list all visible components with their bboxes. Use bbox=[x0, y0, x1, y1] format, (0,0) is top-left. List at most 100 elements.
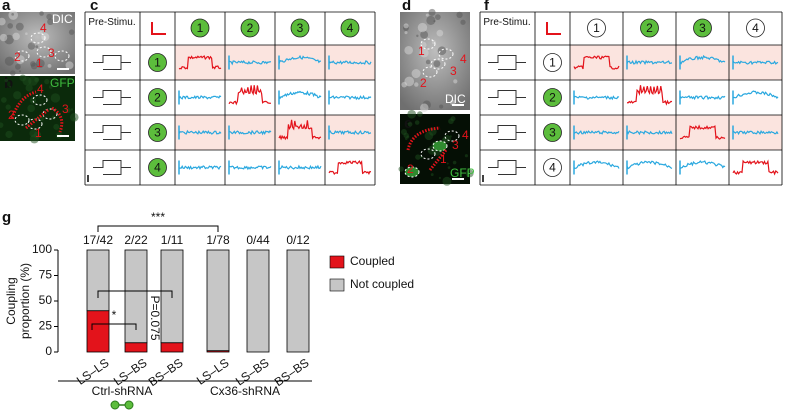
trace bbox=[573, 55, 620, 70]
texture bbox=[68, 29, 75, 35]
trace bbox=[278, 119, 322, 141]
cell-number: 4 bbox=[154, 161, 161, 175]
trace bbox=[328, 159, 372, 176]
texture bbox=[29, 97, 37, 104]
texture bbox=[15, 55, 25, 64]
cell-outline bbox=[42, 108, 58, 120]
bar-label: 2/22 bbox=[124, 233, 148, 247]
cell-number: 3 bbox=[48, 46, 55, 60]
trace bbox=[573, 130, 620, 135]
cell-number: 4 bbox=[752, 21, 759, 35]
scale-bar bbox=[546, 22, 561, 35]
cell-number: 2 bbox=[420, 76, 427, 90]
cell-number: 1 bbox=[549, 56, 556, 70]
trace bbox=[679, 54, 726, 65]
p-value: P=0.075 bbox=[148, 295, 162, 340]
panel-label: d bbox=[402, 0, 411, 14]
scale-bar bbox=[57, 135, 69, 137]
texture bbox=[5, 104, 11, 110]
cell-badge bbox=[148, 158, 167, 177]
cell-badge bbox=[148, 88, 167, 107]
panel-label: g bbox=[2, 209, 11, 226]
legend-label: Not coupled bbox=[350, 277, 414, 291]
texture bbox=[420, 30, 429, 39]
gfp-image bbox=[0, 76, 75, 141]
texture bbox=[406, 135, 410, 139]
trace bbox=[732, 159, 779, 176]
scale-bar bbox=[151, 22, 166, 35]
bracket bbox=[97, 290, 173, 298]
texture bbox=[414, 120, 420, 125]
texture bbox=[417, 111, 423, 117]
bar-segment bbox=[86, 249, 110, 312]
group-label: Ctrl-shRNA bbox=[92, 384, 153, 398]
icon bbox=[124, 400, 134, 410]
texture bbox=[426, 15, 436, 26]
texture bbox=[414, 82, 419, 87]
cell-outline bbox=[30, 32, 46, 44]
trace bbox=[278, 164, 322, 170]
cell-badge bbox=[148, 53, 167, 72]
cell-badge bbox=[290, 18, 310, 38]
texture bbox=[9, 85, 12, 88]
texture bbox=[428, 127, 437, 136]
scale-bar bbox=[452, 104, 464, 106]
stimulus bbox=[488, 90, 526, 105]
texture bbox=[0, 33, 8, 42]
stimulus bbox=[488, 125, 526, 140]
cell-outline bbox=[432, 140, 448, 152]
texture bbox=[439, 104, 444, 109]
cell-number: 3 bbox=[62, 102, 69, 116]
trace bbox=[679, 160, 726, 169]
texture bbox=[0, 17, 6, 26]
cell-number: 3 bbox=[450, 64, 457, 78]
table-header: Pre-Stimu. bbox=[483, 17, 530, 28]
bracket bbox=[97, 225, 219, 232]
texture bbox=[453, 79, 458, 84]
cell-number: 1 bbox=[440, 152, 447, 166]
texture bbox=[46, 13, 53, 20]
significance: *** bbox=[151, 210, 165, 224]
cell-badge bbox=[587, 18, 606, 38]
channel-label: GFP bbox=[450, 166, 475, 180]
texture bbox=[404, 31, 408, 35]
texture bbox=[18, 70, 22, 73]
cell-badge bbox=[543, 158, 562, 177]
processes bbox=[406, 126, 448, 171]
trace bbox=[278, 90, 322, 100]
texture bbox=[411, 68, 421, 79]
bar-label: 1/78 bbox=[206, 233, 230, 247]
cell-badge bbox=[340, 18, 360, 38]
texture bbox=[70, 108, 74, 111]
texture bbox=[465, 169, 474, 178]
cell-number: 3 bbox=[549, 126, 556, 140]
texture bbox=[25, 32, 28, 36]
cell-number: 1 bbox=[197, 21, 204, 35]
bar-segment bbox=[124, 249, 148, 344]
texture bbox=[425, 13, 429, 17]
cell-outline bbox=[420, 148, 436, 160]
table-header: Pre-Stimu. bbox=[88, 17, 135, 28]
trace bbox=[228, 60, 272, 66]
texture bbox=[4, 78, 8, 83]
cell-badge bbox=[543, 53, 562, 72]
texture bbox=[433, 20, 436, 23]
cell-outline bbox=[422, 66, 438, 78]
texture bbox=[28, 76, 38, 86]
significance: * bbox=[112, 308, 117, 322]
channel-label: DIC bbox=[52, 12, 73, 26]
texture bbox=[47, 63, 52, 68]
trace bbox=[679, 95, 726, 101]
panel-label: f bbox=[484, 0, 490, 14]
panel-label: b bbox=[4, 75, 13, 92]
bar-segment bbox=[86, 310, 110, 353]
texture bbox=[442, 176, 452, 186]
cell-number: 1 bbox=[593, 21, 600, 35]
x-tick-label: LS–LS bbox=[194, 356, 232, 388]
texture bbox=[433, 60, 441, 68]
texture bbox=[27, 104, 35, 113]
trace bbox=[278, 54, 322, 64]
panel-label: a bbox=[2, 0, 11, 14]
texture bbox=[51, 115, 56, 120]
legend-swatch bbox=[329, 255, 345, 269]
